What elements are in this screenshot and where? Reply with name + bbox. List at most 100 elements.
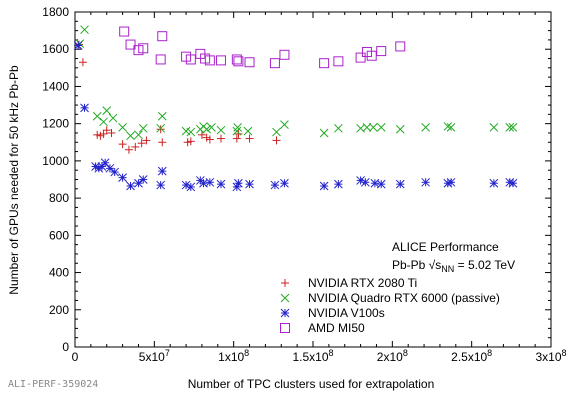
data-point bbox=[395, 41, 406, 52]
data-point bbox=[334, 123, 343, 133]
data-point bbox=[124, 145, 133, 154]
data-point bbox=[376, 46, 387, 57]
data-point bbox=[244, 57, 255, 68]
legend-label: NVIDIA Quadro RTX 6000 (passive) bbox=[308, 291, 500, 305]
data-point bbox=[78, 58, 87, 67]
data-point bbox=[216, 179, 226, 189]
annotation-line2-sub: NN bbox=[441, 264, 454, 274]
legend-label: NVIDIA RTX 2080 Ti bbox=[308, 276, 417, 290]
data-point bbox=[183, 138, 192, 147]
data-point bbox=[366, 50, 377, 61]
data-point bbox=[319, 58, 330, 69]
data-point bbox=[270, 180, 280, 190]
y-tick-label: 200 bbox=[49, 303, 69, 317]
data-point bbox=[243, 126, 253, 136]
data-point bbox=[99, 129, 108, 138]
data-point bbox=[80, 25, 89, 35]
data-point bbox=[215, 55, 226, 66]
y-tick-label: 600 bbox=[49, 228, 69, 242]
data-point bbox=[96, 131, 105, 140]
data-point bbox=[376, 123, 386, 132]
data-point bbox=[361, 177, 370, 187]
annotation-line2-prefix: Pb-Pb √s bbox=[392, 258, 441, 272]
data-point bbox=[368, 123, 378, 132]
data-point bbox=[138, 123, 148, 133]
data-point bbox=[125, 39, 136, 50]
x-axis-label: Number of TPC clusters used for extrapol… bbox=[188, 377, 435, 391]
legend-marker bbox=[281, 279, 289, 287]
data-point bbox=[102, 106, 112, 115]
data-point bbox=[319, 181, 329, 191]
data-point bbox=[245, 134, 254, 143]
data-point bbox=[508, 178, 518, 188]
annotation-line1: ALICE Performance bbox=[392, 240, 499, 254]
data-point bbox=[233, 123, 242, 132]
data-point bbox=[158, 138, 167, 147]
y-tick-label: 0 bbox=[62, 340, 69, 354]
data-point bbox=[205, 135, 214, 144]
data-point bbox=[446, 177, 456, 187]
data-point bbox=[93, 130, 102, 139]
legend-label: AMD MI50 bbox=[308, 321, 365, 335]
data-point bbox=[155, 54, 166, 65]
data-point bbox=[269, 58, 280, 69]
data-point bbox=[280, 178, 289, 188]
data-point bbox=[216, 134, 225, 143]
data-point bbox=[204, 55, 215, 66]
data-point bbox=[157, 31, 168, 42]
data-point bbox=[186, 182, 196, 192]
data-point bbox=[231, 54, 242, 65]
legend-marker bbox=[280, 308, 290, 318]
data-point bbox=[137, 139, 146, 148]
data-point bbox=[505, 123, 515, 132]
data-point bbox=[105, 163, 115, 173]
data-point bbox=[443, 122, 453, 131]
legend-marker bbox=[280, 293, 290, 303]
data-point bbox=[508, 123, 518, 132]
data-point bbox=[156, 125, 165, 134]
data-point bbox=[395, 179, 405, 189]
data-point bbox=[207, 123, 216, 132]
data-point bbox=[232, 126, 242, 136]
legend-label: NVIDIA V100s bbox=[308, 306, 385, 320]
legend-item: NVIDIA Quadro RTX 6000 (passive) bbox=[280, 291, 500, 305]
annotation-line2-suffix: = 5.02 TeV bbox=[454, 258, 515, 272]
data-point bbox=[421, 177, 431, 187]
data-point bbox=[421, 123, 431, 132]
data-point bbox=[489, 123, 499, 132]
data-point bbox=[102, 126, 111, 135]
data-point bbox=[333, 56, 344, 67]
data-point bbox=[156, 180, 166, 190]
y-tick-label: 1200 bbox=[42, 117, 69, 131]
x-tick-label: 0 bbox=[72, 350, 79, 364]
data-point bbox=[118, 173, 127, 182]
data-point bbox=[118, 140, 127, 149]
x-tick-label: 2x108 bbox=[377, 348, 408, 364]
y-axis-label: Number of GPUs needed for 50 kHz Pb-Pb bbox=[7, 65, 21, 295]
y-tick-labels: 0 200 400 600 800 1000 1200 1400 1600 1800 bbox=[42, 5, 69, 354]
data-point bbox=[319, 128, 329, 138]
data-point bbox=[134, 130, 143, 140]
data-point bbox=[119, 26, 130, 37]
legend-marker bbox=[280, 323, 290, 333]
x-tick-label: 1x108 bbox=[218, 348, 249, 364]
y-tick-label: 400 bbox=[49, 266, 69, 280]
data-point bbox=[216, 125, 226, 135]
data-point bbox=[245, 179, 254, 189]
data-point bbox=[118, 123, 127, 132]
data-point bbox=[157, 111, 167, 121]
data-point bbox=[334, 179, 343, 189]
data-point bbox=[126, 181, 135, 191]
data-point bbox=[446, 123, 456, 132]
data-point bbox=[156, 123, 166, 133]
x-tick-label: 1.5x108 bbox=[292, 348, 333, 364]
watermark-label: ALI-PERF-359024 bbox=[8, 379, 98, 390]
data-point bbox=[279, 49, 290, 60]
y-tick-label: 1400 bbox=[42, 79, 69, 93]
data-point bbox=[197, 130, 206, 139]
data-point bbox=[185, 54, 196, 65]
data-point bbox=[110, 167, 120, 177]
data-point bbox=[280, 120, 289, 129]
